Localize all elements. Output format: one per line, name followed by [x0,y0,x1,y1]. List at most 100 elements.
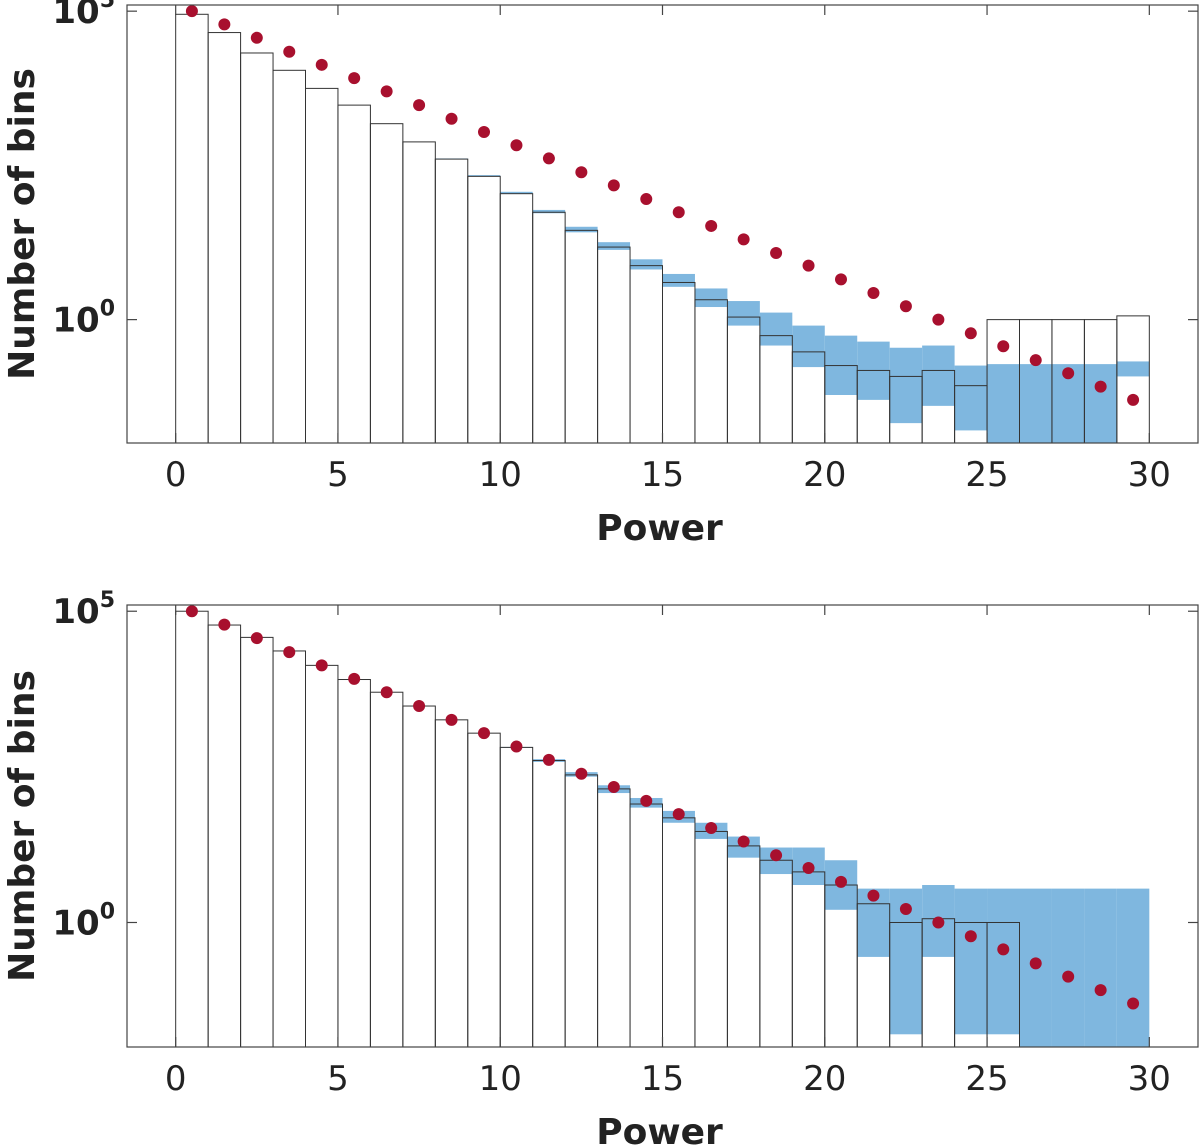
band-segment [467,175,501,177]
histogram-bar [207,32,242,444]
data-point [997,943,1010,956]
data-point [737,835,750,848]
data-point [672,808,685,821]
data-point [575,166,588,179]
histogram-bar [434,719,469,1048]
histogram-bar [532,211,566,444]
chart-panel-top: 0 5 10 15 20 25 30 105 100 Power Number of bins [2,0,1199,549]
band-segment [759,312,793,346]
data-point [867,287,880,300]
data-point [283,45,296,58]
histogram-bar [499,193,534,444]
y-tick-label: 100 [52,297,115,341]
histogram-bar [597,788,631,1048]
data-point [1094,984,1107,997]
band-segment [597,242,631,250]
x-tick-label: 5 [327,1059,349,1099]
histogram-bar [272,69,306,444]
data-point [413,99,426,112]
histogram-bar [564,229,599,444]
histogram-bar [337,679,371,1048]
data-point [867,889,880,902]
histogram-bar [369,123,404,444]
histogram-bar [434,158,469,444]
x-tick-label: 25 [965,455,1008,495]
x-tick-label: 15 [641,1059,684,1099]
histogram-bars [175,13,1150,444]
histogram-bar [499,746,534,1048]
x-tick-label: 15 [641,455,684,495]
histogram-bar [337,104,371,444]
band-segment [987,364,1020,443]
data-point [802,259,815,272]
data-point [964,930,977,943]
band-segment [694,288,728,308]
data-point [705,219,718,232]
data-point [1029,354,1042,367]
histogram-bar [175,13,209,444]
data-point [218,18,231,31]
histogram-bar [532,760,566,1048]
data-point [542,753,555,766]
data-point [185,5,198,18]
band-segment [792,325,825,368]
data-point [672,206,685,219]
data-point [250,632,263,645]
data-point [250,31,263,44]
histogram-bar [759,859,793,1048]
data-point [770,247,783,260]
data-point [835,273,847,286]
histogram-bar [305,87,339,444]
data-point [899,300,912,313]
data-point [218,618,231,631]
data-point [185,605,198,618]
histogram-bar [467,175,501,444]
data-point [445,713,458,726]
histogram-bar [207,624,242,1048]
data-point [1062,970,1075,983]
data-point [1062,367,1075,380]
histogram-bar [629,265,664,444]
data-point [770,849,783,862]
uncertainty-band [402,141,1150,443]
histogram-bar [402,141,436,444]
expected-points [185,605,1140,1010]
histogram-bar [467,732,501,1048]
x-tick-label: 0 [165,1059,187,1099]
data-point [899,902,912,915]
histogram-bar [240,52,274,444]
band-segment [1019,364,1052,443]
data-point [510,740,523,753]
x-tick-label: 10 [479,455,522,495]
x-tick-label: 5 [327,455,349,495]
x-tick-label: 30 [1128,1059,1171,1099]
data-point [348,672,361,685]
histogram-bar [791,871,826,1048]
chart-panel-bottom: 0 5 10 15 20 25 30 105 100 Power Number of bins [2,588,1199,1145]
x-tick-label: 10 [479,1059,522,1099]
expected-points [185,5,1140,406]
band-segment [727,301,760,326]
band-segment [1051,888,1085,1047]
data-point [607,179,620,192]
y-tick-label: 105 [52,588,115,632]
data-point [283,646,296,659]
data-point [1127,393,1140,406]
histogram-bar [564,774,599,1048]
data-point [315,58,328,71]
y-tick-label: 105 [52,0,115,32]
band-segment [1116,361,1150,377]
histogram-bar [726,845,761,1048]
data-point [478,125,490,138]
x-axis-label: Power [596,508,723,549]
histogram-bar [369,691,404,1048]
histogram-bar [305,664,339,1048]
data-point [380,686,393,699]
data-point [964,327,977,340]
band-segment [662,273,695,287]
data-point [640,794,653,807]
data-point [413,700,426,713]
data-point [802,862,815,875]
data-point [1029,957,1042,970]
